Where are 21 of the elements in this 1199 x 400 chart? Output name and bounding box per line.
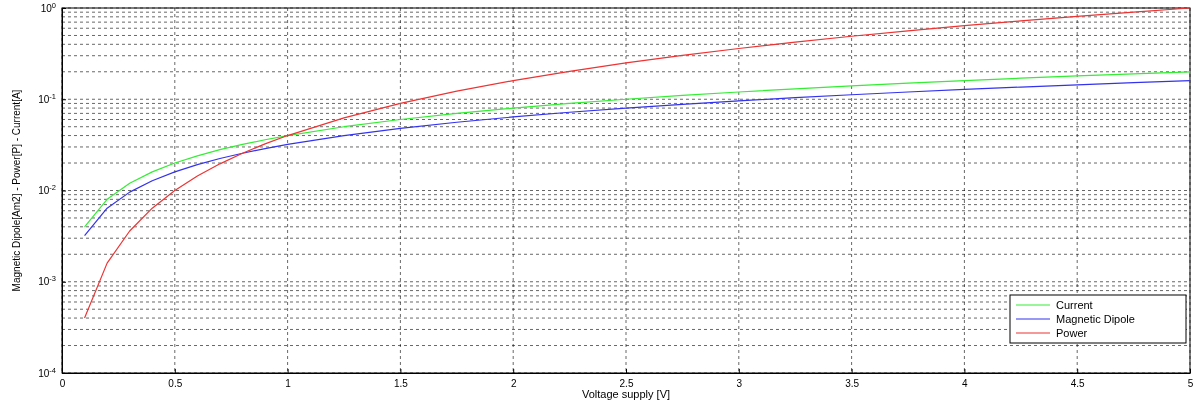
y-tick-label: 10$^{-3}$ xyxy=(38,273,56,288)
legend-label: Magnetic Dipole xyxy=(1056,313,1135,325)
x-tick-label: 1.5 xyxy=(393,378,409,389)
x-tick-label: 3 xyxy=(736,378,743,389)
y-tick-label: 10$^{0}$ xyxy=(40,0,56,14)
x-tick-label: 0 xyxy=(59,378,66,389)
y-axis-title: Magnetic Dipole[Am2] - Power[P] - Current[A] xyxy=(11,89,22,292)
x-tick-label: 5 xyxy=(1187,378,1194,389)
x-tick-label: 2.5 xyxy=(619,378,634,389)
y-tick-label: 10$^{-1}$ xyxy=(38,91,56,105)
y-tick-label: 10$^{-2}$ xyxy=(38,182,56,197)
x-tick-label: 2 xyxy=(510,378,517,389)
legend-label: Power xyxy=(1056,327,1088,339)
x-axis-title: Voltage supply [V] xyxy=(581,388,671,400)
x-tick-label: 1 xyxy=(285,378,292,389)
y-tick-label: 10$^{-4}$ xyxy=(38,365,56,379)
x-tick-label: 3.5 xyxy=(845,378,860,389)
x-tick-label: 0.5 xyxy=(168,378,183,389)
x-tick-label: 4.5 xyxy=(1070,378,1086,389)
x-tick-label: 4 xyxy=(962,378,969,389)
legend-label: Current xyxy=(1056,299,1093,311)
